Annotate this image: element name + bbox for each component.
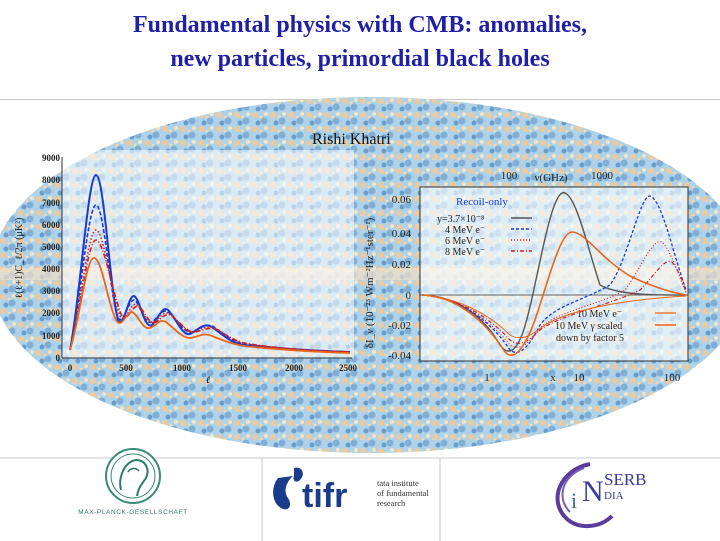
max-planck-logo: MAX-PLANCK-GESELLSCHAFT — [78, 448, 188, 516]
x-tick-1000: 1000 — [173, 363, 192, 373]
y-tick-8000: 8000 — [42, 175, 61, 185]
r-x-tick-1: 1 — [484, 372, 490, 384]
dia-text: DIA — [604, 490, 624, 502]
slide-title: Fundamental physics with CMB: anomalies,… — [0, 8, 720, 76]
legend-factor5: down by factor 5 — [556, 333, 624, 344]
y-tick-3000: 3000 — [42, 286, 61, 296]
x-tick-2500: 2500 — [339, 363, 358, 373]
r-y-tick-m0.04: -0.04 — [388, 350, 411, 362]
serb-n: N — [582, 475, 604, 508]
x-tick-0: 0 — [68, 363, 73, 373]
serb-text: SERB — [604, 470, 647, 489]
tifr-line-2: of fundamental — [377, 488, 429, 498]
author-name: Rishi Khatri — [312, 131, 391, 148]
distortion-plot: 100 ν(GHz) 1000 0.06 0.04 0.02 0 -0.02 -… — [364, 170, 689, 384]
top-tick-1000: 1000 — [591, 170, 614, 182]
serb-india-logo: i N SERB DIA — [555, 462, 647, 528]
spectrum-curve-orange — [69, 257, 351, 354]
left-x-label: ℓ — [206, 375, 210, 386]
r-y-tick-0.02: 0.02 — [392, 259, 411, 271]
y-tick-1000: 1000 — [42, 331, 61, 341]
legend-4mev: 4 MeV e⁻ — [445, 225, 485, 236]
r-y-tick-0.06: 0.06 — [392, 194, 412, 206]
r-x-tick-100: 100 — [664, 372, 681, 384]
tifr-line-3: research — [377, 498, 406, 508]
power-spectrum-plot: 9000 8000 7000 6000 5000 4000 3000 2000 … — [14, 153, 358, 386]
r-x-label: x — [550, 372, 556, 384]
y-tick-6000: 6000 — [42, 220, 61, 230]
left-y-label: ℓ(ℓ+1)C_ℓ/2π (μK²) — [14, 218, 25, 299]
y-tick-7000: 7000 — [42, 198, 61, 208]
tifr-logo: tifr tata institute of fundamental resea… — [273, 467, 429, 515]
distortion-curve-10mev-e — [421, 294, 687, 339]
x-tick-1500: 1500 — [229, 363, 248, 373]
spectrum-curve-red-dotted — [69, 229, 351, 353]
r-y-tick-m0.02: -0.02 — [388, 320, 411, 332]
distortion-curve-10mev-gamma — [421, 231, 687, 357]
title-line-2: new particles, primordial black holes — [170, 46, 550, 72]
tifr-wordmark: tifr — [302, 477, 347, 515]
r-y-tick-0: 0 — [406, 290, 412, 302]
r-y-tick-0.04: 0.04 — [392, 228, 412, 240]
legend-title: Recoil-only — [456, 196, 508, 208]
legend-y: y=3.7×10⁻⁸ — [437, 214, 485, 225]
legend-6mev: 6 MeV e⁻ — [445, 236, 485, 247]
distortion-curve-8mev — [421, 260, 687, 344]
right-y-label: δI_ν (10⁻²³ Wm⁻²Hz⁻¹ster⁻¹) — [364, 217, 376, 348]
y-tick-4000: 4000 — [42, 264, 61, 274]
x-tick-2000: 2000 — [285, 363, 304, 373]
x-tick-500: 500 — [119, 363, 133, 373]
distortion-curve-4mev — [421, 195, 687, 353]
spectrum-curve-red-dashdot — [69, 239, 351, 353]
r-x-tick-10: 10 — [574, 372, 586, 384]
legend-10mev-e: 10 MeV e⁻ — [577, 309, 622, 320]
legend-8mev: 8 MeV e⁻ — [445, 247, 485, 258]
serb-i: i — [571, 488, 577, 513]
y-tick-9000: 9000 — [42, 153, 61, 163]
title-line-1: Fundamental physics with CMB: anomalies, — [132, 12, 588, 38]
top-tick-100: 100 — [501, 170, 518, 182]
mpg-wordmark: MAX-PLANCK-GESELLSCHAFT — [78, 509, 188, 516]
top-axis-label: ν(GHz) — [534, 172, 567, 184]
y-tick-0: 0 — [56, 353, 61, 363]
y-tick-2000: 2000 — [42, 308, 61, 318]
legend-10mev-g: 10 MeV γ scaled — [555, 321, 622, 332]
y-tick-5000: 5000 — [42, 242, 61, 252]
tifr-line-1: tata institute — [377, 478, 419, 488]
spectrum-curve-blue-solid — [69, 173, 351, 353]
